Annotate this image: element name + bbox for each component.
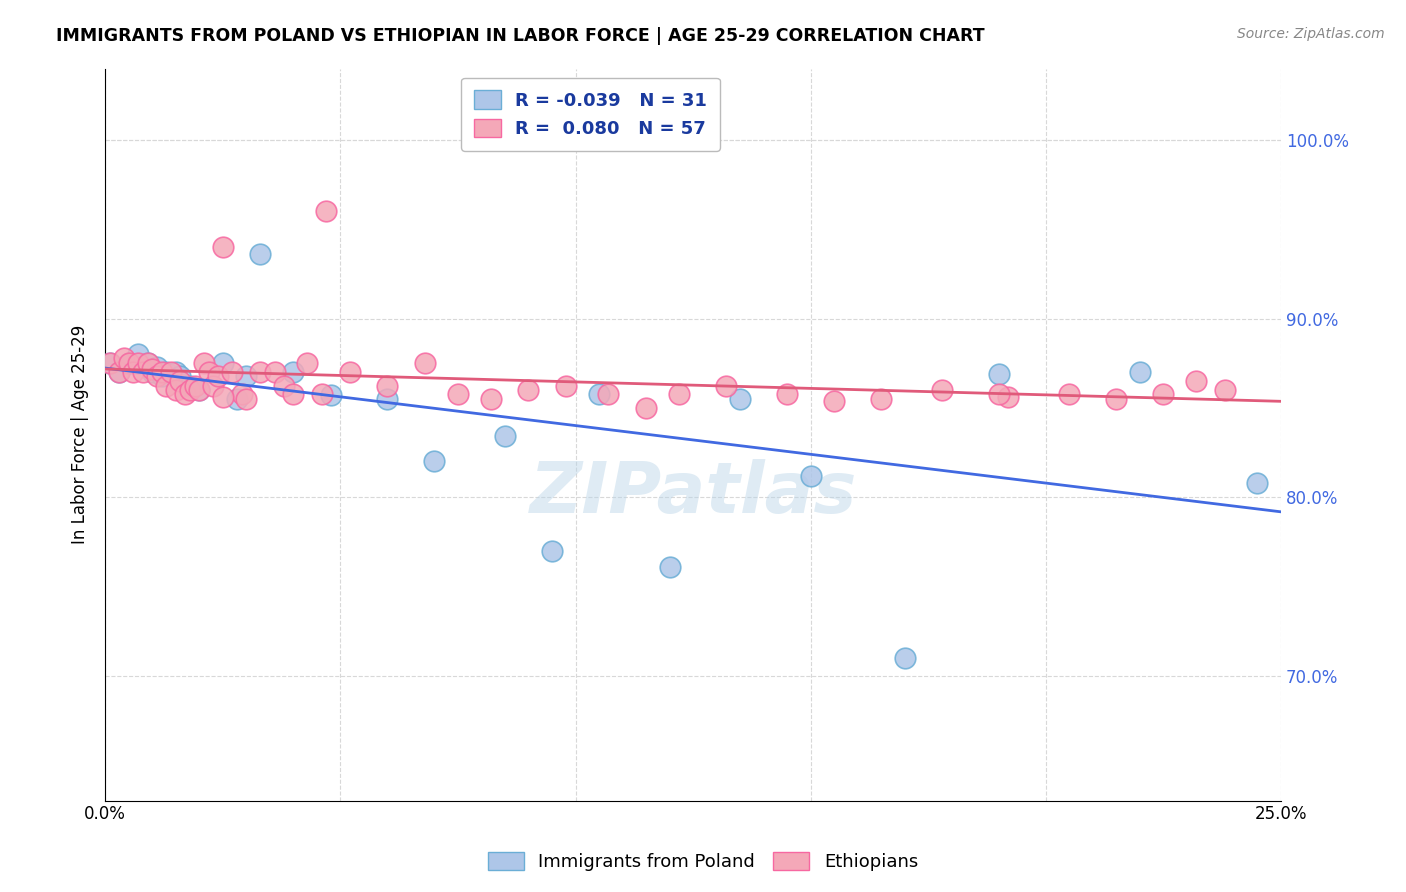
- Text: IMMIGRANTS FROM POLAND VS ETHIOPIAN IN LABOR FORCE | AGE 25-29 CORRELATION CHART: IMMIGRANTS FROM POLAND VS ETHIOPIAN IN L…: [56, 27, 984, 45]
- Point: [893, 650, 915, 665]
- Point: [447, 386, 470, 401]
- Point: [118, 356, 141, 370]
- Point: [118, 356, 141, 370]
- Point: [165, 383, 187, 397]
- Point: [127, 356, 149, 370]
- Point: [108, 365, 131, 379]
- Point: [1105, 392, 1128, 406]
- Point: [160, 365, 183, 379]
- Point: [207, 368, 229, 383]
- Point: [179, 383, 201, 397]
- Point: [150, 365, 173, 379]
- Point: [1185, 374, 1208, 388]
- Point: [987, 386, 1010, 401]
- Point: [150, 368, 173, 383]
- Point: [987, 367, 1010, 381]
- Legend: Immigrants from Poland, Ethiopians: Immigrants from Poland, Ethiopians: [481, 845, 925, 879]
- Point: [800, 468, 823, 483]
- Point: [870, 392, 893, 406]
- Point: [146, 368, 169, 383]
- Point: [197, 365, 219, 379]
- Point: [1246, 475, 1268, 490]
- Point: [108, 365, 131, 379]
- Point: [211, 356, 233, 370]
- Point: [188, 383, 211, 397]
- Point: [668, 386, 690, 401]
- Point: [193, 356, 215, 370]
- Point: [122, 365, 145, 379]
- Point: [776, 386, 799, 401]
- Point: [155, 365, 177, 379]
- Point: [169, 374, 191, 388]
- Point: [588, 386, 610, 401]
- Point: [235, 368, 257, 383]
- Point: [634, 401, 657, 415]
- Text: Source: ZipAtlas.com: Source: ZipAtlas.com: [1237, 27, 1385, 41]
- Point: [1213, 383, 1236, 397]
- Point: [1129, 365, 1152, 379]
- Point: [136, 356, 159, 370]
- Point: [339, 365, 361, 379]
- Point: [221, 365, 243, 379]
- Point: [136, 356, 159, 370]
- Point: [235, 392, 257, 406]
- Point: [179, 379, 201, 393]
- Point: [494, 429, 516, 443]
- Point: [225, 392, 247, 406]
- Point: [1152, 386, 1174, 401]
- Point: [598, 386, 620, 401]
- Point: [202, 379, 225, 393]
- Point: [555, 379, 578, 393]
- Point: [169, 368, 191, 383]
- Point: [319, 388, 342, 402]
- Point: [249, 247, 271, 261]
- Point: [155, 379, 177, 393]
- Point: [728, 392, 751, 406]
- Point: [931, 383, 953, 397]
- Point: [297, 356, 319, 370]
- Point: [997, 390, 1019, 404]
- Point: [283, 365, 305, 379]
- Point: [98, 356, 121, 370]
- Point: [273, 379, 295, 393]
- Point: [377, 379, 399, 393]
- Point: [141, 361, 163, 376]
- Point: [263, 365, 285, 379]
- Point: [183, 379, 205, 393]
- Point: [1059, 386, 1081, 401]
- Point: [112, 351, 135, 365]
- Point: [132, 365, 155, 379]
- Point: [174, 386, 197, 401]
- Point: [211, 390, 233, 404]
- Point: [315, 204, 337, 219]
- Point: [249, 365, 271, 379]
- Point: [165, 365, 187, 379]
- Point: [517, 383, 540, 397]
- Y-axis label: In Labor Force | Age 25-29: In Labor Force | Age 25-29: [72, 325, 89, 544]
- Point: [231, 386, 253, 401]
- Point: [141, 365, 163, 379]
- Point: [146, 359, 169, 374]
- Point: [423, 454, 446, 468]
- Point: [211, 240, 233, 254]
- Point: [479, 392, 502, 406]
- Point: [658, 559, 681, 574]
- Point: [714, 379, 737, 393]
- Point: [541, 543, 564, 558]
- Point: [377, 392, 399, 406]
- Point: [413, 356, 436, 370]
- Point: [127, 347, 149, 361]
- Legend: R = -0.039   N = 31, R =  0.080   N = 57: R = -0.039 N = 31, R = 0.080 N = 57: [461, 78, 720, 151]
- Text: ZIPatlas: ZIPatlas: [530, 458, 856, 528]
- Point: [188, 383, 211, 397]
- Point: [98, 356, 121, 370]
- Point: [823, 393, 845, 408]
- Point: [311, 386, 333, 401]
- Point: [283, 386, 305, 401]
